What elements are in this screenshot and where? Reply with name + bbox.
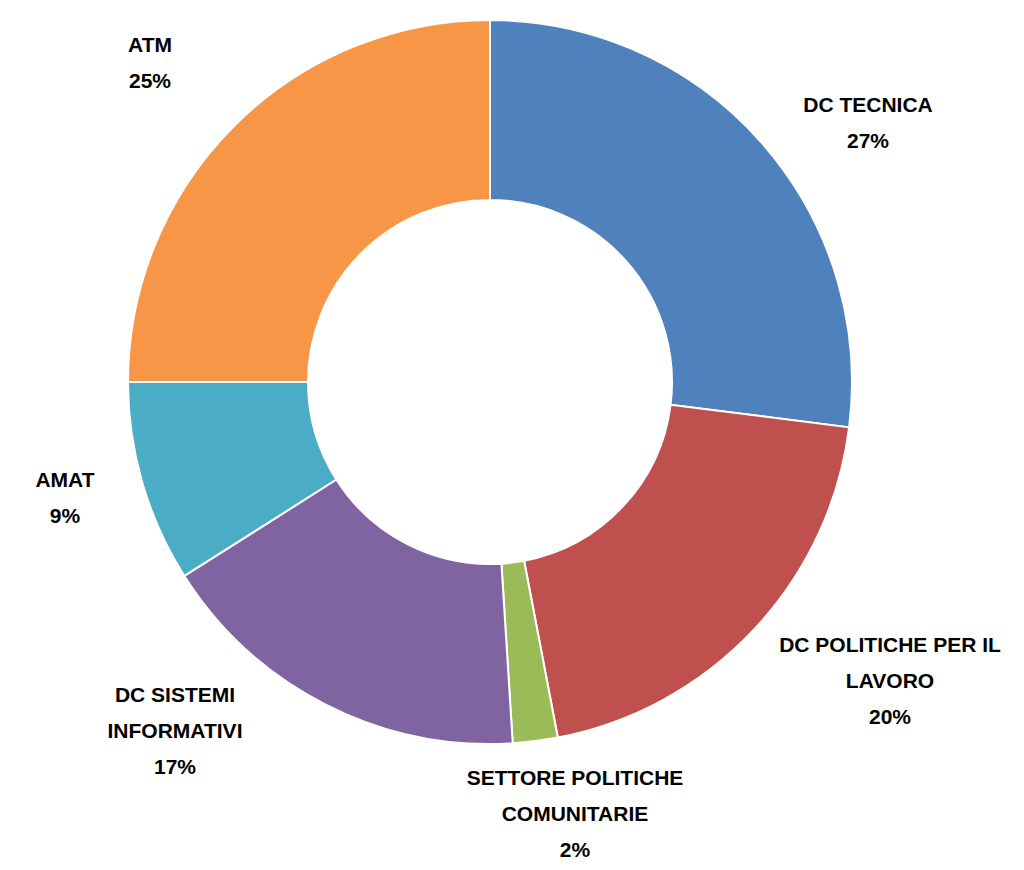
slice-label: DC SISTEMI INFORMATIVI 17% (108, 683, 243, 778)
category-line: DC SISTEMI (115, 683, 235, 706)
slice (524, 405, 849, 738)
slice-label: DC POLITICHE PER IL LAVORO 20% (779, 633, 1001, 728)
category-line: AMAT (35, 468, 94, 491)
slices (128, 20, 852, 744)
category-line: DC TECNICA (803, 93, 933, 116)
labels: DC TECNICA 27% DC POLITICHE PER IL LAVORO 20… (35, 33, 1001, 861)
chart-svg: DC TECNICA 27% DC POLITICHE PER IL LAVORO 20… (0, 0, 1024, 870)
value-label: 20% (869, 705, 911, 728)
category-line: LAVORO (846, 669, 934, 692)
slice-label: ATM 25% (128, 33, 172, 92)
slice-label: AMAT 9% (35, 468, 94, 527)
value-label: 25% (129, 69, 171, 92)
slice (128, 20, 490, 382)
category-line: DC POLITICHE PER IL (779, 633, 1001, 656)
slice (490, 20, 852, 427)
value-label: 9% (50, 504, 81, 527)
value-label: 2% (560, 838, 591, 861)
category-line: SETTORE POLITICHE (467, 766, 684, 789)
category-line: COMUNITARIE (502, 802, 649, 825)
value-label: 27% (847, 129, 889, 152)
slice-label: SETTORE POLITICHE COMUNITARIE 2% (467, 766, 684, 861)
slice (128, 382, 336, 576)
value-label: 17% (154, 755, 196, 778)
category-line: ATM (128, 33, 172, 56)
slice-label: DC TECNICA 27% (803, 93, 933, 152)
chart-container: DC TECNICA 27% DC POLITICHE PER IL LAVORO 20… (0, 0, 1024, 870)
category-line: INFORMATIVI (108, 719, 243, 742)
